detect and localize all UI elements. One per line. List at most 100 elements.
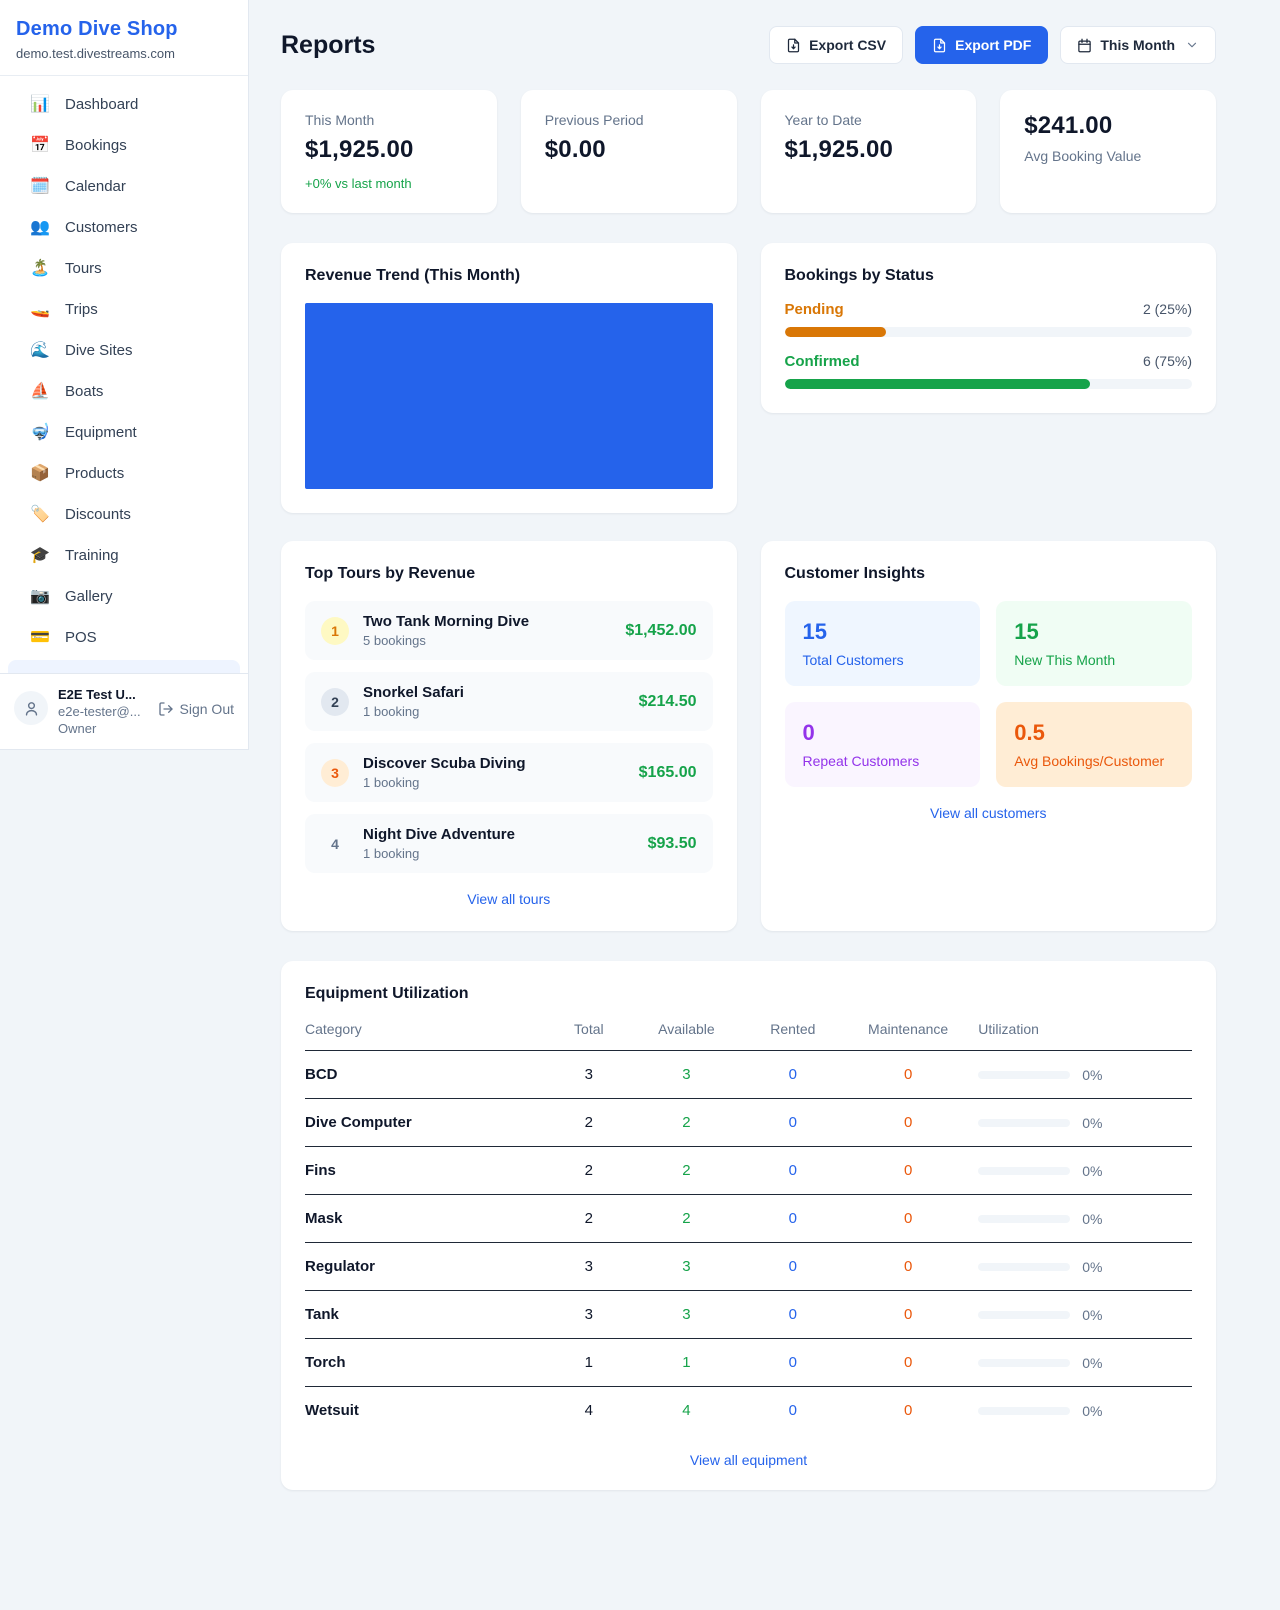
utilization-percent: 0% [1082, 1162, 1103, 1179]
tour-row-discover-scuba-diving: 3 Discover Scuba Diving 1 booking $165.00 [305, 743, 713, 802]
tile-label: Repeat Customers [802, 753, 920, 769]
stat-value: $0.00 [544, 136, 606, 163]
equipment-category: Fins [305, 1146, 545, 1195]
tour-row-snorkel-safari: 2 Snorkel Safari 1 booking $214.50 [305, 672, 713, 731]
utilization-bar [978, 1214, 1071, 1223]
equipment-cell: 0 [739, 1194, 847, 1243]
sidebar-item-gallery[interactable]: 📷 Gallery [0, 576, 248, 617]
sidebar-item-boats[interactable]: ⛵ Boats [0, 371, 248, 412]
diving-mask-icon: 🤿 [30, 423, 50, 441]
export-pdf-button[interactable]: Export PDF [915, 26, 1049, 64]
equipment-cell: 4 [584, 1402, 593, 1419]
sidebar-item-active-partial[interactable] [8, 660, 240, 673]
sidebar-item-calendar[interactable]: 🗓️ Calendar [0, 166, 248, 207]
utilization-percent: 0% [1082, 1114, 1103, 1131]
equipment-cell: 0% [970, 1194, 1192, 1243]
utilization-bar [978, 1358, 1071, 1367]
equipment-cell: 1 [544, 1338, 634, 1387]
tour-info: Two Tank Morning Dive 5 bookings [363, 613, 529, 648]
sidebar-item-dashboard[interactable]: 📊 Dashboard [0, 84, 248, 125]
sidebar-item-bookings[interactable]: 📅 Bookings [0, 125, 248, 166]
sidebar-item-tours[interactable]: 🏝️ Tours [0, 248, 248, 289]
equipment-cell: 0 [846, 1290, 971, 1339]
table-row: Regulator 3 3 0 0 0% [305, 1242, 1192, 1291]
sidebar-item-pos[interactable]: 💳 POS [0, 617, 248, 658]
user-box: E2E Test U... e2e-tester@... Owner Sign … [0, 673, 248, 749]
island-icon: 🏝️ [30, 259, 50, 277]
sidebar-item-discounts[interactable]: 🏷️ Discounts [0, 494, 248, 535]
tile-value: 0.5 [1014, 720, 1045, 745]
stats-row: This Month $1,925.00 +0% vs last month Prev… [281, 90, 1216, 213]
utilization-bar [978, 1118, 1071, 1127]
wave-icon: 🌊 [30, 341, 50, 359]
stat-card-this-month: This Month $1,925.00 +0% vs last month [281, 90, 497, 213]
stat-delta: +0% vs last month [305, 176, 412, 191]
equipment-cell: 2 [633, 1146, 740, 1195]
tour-row-two-tank-morning-dive: 1 Two Tank Morning Dive 5 bookings $1,452.0… [305, 601, 713, 660]
tour-bookings: 5 bookings [363, 633, 426, 648]
tile-label: Avg Bookings/Customer [1014, 753, 1165, 769]
utilization-bar [978, 1406, 1071, 1415]
stat-card-previous-period: Previous Period $0.00 [520, 90, 737, 213]
sidebar-item-equipment[interactable]: 🤿 Equipment [0, 412, 248, 453]
tour-name: Night Dive Adventure [363, 826, 515, 843]
tile-value: 15 [1014, 619, 1039, 644]
top-tours-list: 1 Two Tank Morning Dive 5 bookings $1,452.0… [305, 601, 713, 873]
period-dropdown[interactable]: This Month [1060, 26, 1216, 64]
equipment-table: Category Total Available Rented Maintenance U… [305, 1009, 1192, 1434]
equipment-cell: 0% [970, 1098, 1192, 1147]
status-progress-fill [784, 327, 887, 337]
equipment-utilization-card: Equipment Utilization Category Total Avail… [281, 961, 1216, 1490]
utilization-bar [978, 1070, 1071, 1079]
view-all-equipment-link[interactable]: View all equipment [689, 1452, 808, 1468]
sign-out-button[interactable]: Sign Out [158, 701, 234, 717]
export-csv-button[interactable]: Export CSV [769, 26, 904, 64]
view-all-tours-link[interactable]: View all tours [467, 891, 551, 907]
sailboat-icon: ⛵ [30, 382, 50, 400]
sidebar-item-products[interactable]: 📦 Products [0, 453, 248, 494]
sidebar-item-label: Tours [65, 260, 102, 277]
stat-label: Previous Period [544, 112, 644, 128]
equipment-cell: 4 [682, 1402, 691, 1419]
table-row: Fins 2 2 0 0 0% [305, 1146, 1192, 1195]
utilization-percent: 0% [1082, 1066, 1103, 1083]
equipment-cell: 0% [970, 1146, 1192, 1195]
column-header-available: Available [633, 1009, 740, 1051]
equipment-cell: 2 [544, 1098, 634, 1147]
tour-bookings: 1 booking [363, 846, 420, 861]
equipment-cell: 0 [846, 1050, 971, 1099]
sidebar-item-label: Products [65, 465, 125, 482]
column-header-rented: Rented [739, 1009, 847, 1051]
user-email: e2e-tester@... [58, 704, 141, 719]
user-role: Owner [58, 721, 97, 736]
person-icon [25, 701, 37, 716]
credit-card-icon: 💳 [30, 628, 50, 646]
equipment-cell: 0% [970, 1338, 1192, 1387]
equipment-cell: 3 [544, 1290, 634, 1339]
column-header-maintenance: Maintenance [846, 1009, 971, 1051]
utilization-percent: 0% [1082, 1354, 1103, 1371]
insight-tile-new-this-month: 15 New This Month [996, 601, 1192, 686]
period-label: This Month [1100, 37, 1175, 53]
sidebar-item-dive-sites[interactable]: 🌊 Dive Sites [0, 330, 248, 371]
export-csv-label: Export CSV [809, 37, 887, 53]
sidebar-item-training[interactable]: 🎓 Training [0, 535, 248, 576]
equipment-cell: 3 [544, 1050, 634, 1099]
sign-out-label: Sign Out [179, 701, 234, 717]
equipment-cell: 0 [846, 1098, 971, 1147]
view-all-customers-link[interactable]: View all customers [930, 805, 1047, 821]
status-label: Pending [784, 301, 844, 318]
stat-label: Avg Booking Value [1024, 148, 1142, 164]
equipment-cell: 0% [970, 1387, 1192, 1435]
rank-badge: 1 [321, 616, 349, 645]
table-row: Dive Computer 2 2 0 0 0% [305, 1098, 1192, 1147]
sidebar-item-trips[interactable]: 🚤 Trips [0, 289, 248, 330]
status-count: 2 (25%) [1142, 301, 1192, 317]
tour-amount: $93.50 [647, 834, 697, 852]
column-header-category: Category [305, 1009, 545, 1051]
revenue-trend-chart [305, 303, 713, 489]
table-row: Mask 2 2 0 0 0% [305, 1194, 1192, 1243]
status-progress-fill [784, 379, 1091, 389]
sidebar-item-customers[interactable]: 👥 Customers [0, 207, 248, 248]
table-row: Torch 1 1 0 0 0% [305, 1338, 1192, 1387]
